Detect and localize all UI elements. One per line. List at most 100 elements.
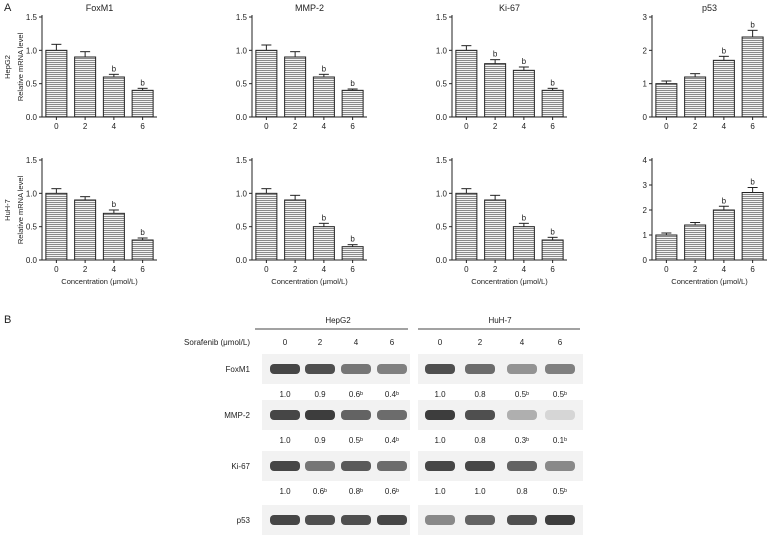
y-tick-label: 0: [643, 256, 648, 265]
protein-band: [270, 364, 300, 374]
lane-concentration: 6: [390, 338, 395, 347]
band-ratio: 0.1ᵇ: [553, 436, 567, 445]
x-axis-label: Concentration (μmol/L): [671, 277, 748, 286]
x-tick-label: 2: [83, 122, 88, 131]
protein-band: [507, 461, 537, 471]
protein-label: FoxM1: [226, 365, 251, 374]
x-tick-label: 6: [750, 265, 755, 274]
band-ratio: 1.0: [434, 390, 446, 399]
x-tick-label: 2: [693, 265, 698, 274]
y-tick-label: 0.0: [26, 113, 38, 122]
protein-band: [545, 515, 575, 525]
x-tick-label: 6: [350, 265, 355, 274]
significance-label: b: [112, 64, 117, 73]
chart-3: Ki-67 0.0 0.5 1.0 1.5 0 b 2 b 4 b 6: [436, 3, 567, 131]
protein-band: [507, 410, 537, 420]
x-tick-label: 2: [83, 265, 88, 274]
significance-label: b: [750, 20, 755, 29]
x-tick-label: 4: [322, 265, 327, 274]
lane-concentration: 6: [558, 338, 563, 347]
band-ratio: 0.9: [314, 390, 326, 399]
protein-band: [305, 515, 335, 525]
y-tick-label: 2: [643, 206, 648, 215]
significance-label: b: [550, 227, 555, 236]
significance-label: b: [722, 46, 727, 55]
y-tick-label: 2: [643, 46, 648, 55]
y-tick-label: 1.0: [436, 46, 448, 55]
y-tick-label: 1.5: [26, 156, 38, 165]
y-tick-label: 3: [643, 13, 648, 22]
protein-band: [305, 364, 335, 374]
y-tick-label: 0.5: [436, 223, 448, 232]
x-tick-label: 4: [522, 122, 527, 131]
y-tick-label: 1.0: [26, 46, 38, 55]
protein-band: [507, 364, 537, 374]
protein-band: [377, 461, 407, 471]
row-label: HepG2: [3, 55, 12, 79]
y-tick-label: 1: [643, 80, 648, 89]
chart-title: MMP-2: [295, 3, 324, 13]
x-axis-label: Concentration (μmol/L): [471, 277, 548, 286]
significance-label: b: [112, 200, 117, 209]
significance-label: b: [350, 79, 355, 88]
x-tick-label: 4: [112, 265, 117, 274]
panel-b-label: B: [4, 314, 12, 326]
band-ratio: 0.3ᵇ: [515, 436, 529, 445]
band-ratio: 1.0: [434, 487, 446, 496]
band-ratio: 0.8: [516, 487, 528, 496]
significance-label: b: [550, 78, 555, 87]
band-ratio: 0.6ᵇ: [313, 487, 327, 496]
band-ratio: 0.8: [474, 390, 486, 399]
x-tick-label: 2: [493, 122, 498, 131]
x-tick-label: 2: [693, 122, 698, 131]
significance-label: b: [722, 196, 727, 205]
y-tick-label: 4: [643, 156, 648, 165]
significance-label: b: [350, 235, 355, 244]
band-ratio: 0.8: [474, 436, 486, 445]
lane-concentration: 2: [478, 338, 483, 347]
x-tick-label: 4: [322, 122, 327, 131]
band-ratio: 0.5ᵇ: [349, 436, 363, 445]
band-ratio: 1.0: [434, 436, 446, 445]
significance-label: b: [140, 228, 145, 237]
protein-band: [425, 515, 455, 525]
y-tick-label: 1.0: [436, 189, 448, 198]
protein-band: [270, 410, 300, 420]
chart-title: Ki-67: [499, 3, 520, 13]
band-ratio: 1.0: [279, 487, 291, 496]
x-tick-label: 6: [140, 122, 145, 131]
x-tick-label: 0: [664, 122, 669, 131]
x-axis-label: Concentration (μmol/L): [271, 277, 348, 286]
chart-2: MMP-2 0.0 0.5 1.0 1.5 0 2 b 4 b 6: [236, 3, 367, 131]
y-tick-label: 0.5: [236, 223, 248, 232]
protein-band: [270, 515, 300, 525]
significance-label: b: [750, 178, 755, 187]
band-ratio: 0.8ᵇ: [349, 487, 363, 496]
y-tick-label: 0.0: [236, 113, 248, 122]
x-tick-label: 0: [664, 265, 669, 274]
protein-band: [545, 364, 575, 374]
x-tick-label: 6: [550, 122, 555, 131]
protein-band: [465, 364, 495, 374]
protein-band: [341, 410, 371, 420]
y-tick-label: 0: [643, 113, 648, 122]
significance-label: b: [493, 50, 498, 59]
band-ratio: 0.4ᵇ: [385, 390, 399, 399]
protein-band: [425, 461, 455, 471]
band-ratio: 0.4ᵇ: [385, 436, 399, 445]
significance-label: b: [140, 78, 145, 87]
x-axis-label: Concentration (μmol/L): [61, 277, 138, 286]
panel-a-label: A: [4, 2, 12, 14]
protein-band: [341, 364, 371, 374]
row-label: HuH-7: [3, 199, 12, 221]
protein-band: [341, 461, 371, 471]
protein-band: [377, 515, 407, 525]
y-axis-label: Relative mRNA level: [16, 175, 25, 244]
treatment-label: Sorafenib (μmol/L): [184, 338, 250, 347]
x-tick-label: 0: [264, 265, 269, 274]
x-tick-label: 2: [293, 265, 298, 274]
x-tick-label: 4: [522, 265, 527, 274]
x-tick-label: 0: [464, 122, 469, 131]
lane-concentration: 2: [318, 338, 323, 347]
